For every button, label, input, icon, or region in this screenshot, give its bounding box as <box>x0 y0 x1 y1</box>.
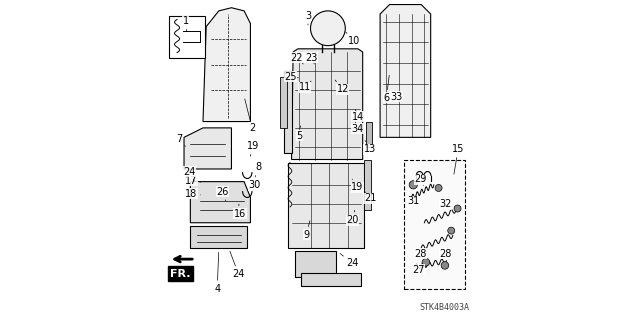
Circle shape <box>422 258 429 266</box>
Text: 12: 12 <box>335 80 349 94</box>
Text: 2: 2 <box>244 99 255 133</box>
Text: 4: 4 <box>214 252 220 293</box>
Polygon shape <box>301 273 361 286</box>
Text: 30: 30 <box>248 181 260 190</box>
Text: 33: 33 <box>390 92 403 102</box>
Text: 23: 23 <box>305 53 317 64</box>
Text: 22: 22 <box>291 53 303 64</box>
Text: 1: 1 <box>182 16 189 32</box>
Text: 15: 15 <box>452 145 465 174</box>
Text: 31: 31 <box>408 196 420 206</box>
Text: 28: 28 <box>414 249 426 259</box>
Text: 9: 9 <box>303 221 310 240</box>
Circle shape <box>435 184 442 191</box>
Text: 32: 32 <box>439 199 452 209</box>
Polygon shape <box>280 77 287 128</box>
Polygon shape <box>184 128 232 169</box>
Polygon shape <box>380 4 431 137</box>
Bar <box>169 16 205 58</box>
Text: 8: 8 <box>255 162 261 177</box>
Text: 19: 19 <box>351 179 364 192</box>
Polygon shape <box>294 251 336 277</box>
Text: 24: 24 <box>230 251 244 279</box>
Text: 19: 19 <box>246 141 259 156</box>
Text: 24: 24 <box>183 167 196 181</box>
Polygon shape <box>366 122 372 147</box>
Text: 6: 6 <box>383 75 390 103</box>
Circle shape <box>409 181 417 189</box>
Text: 20: 20 <box>346 210 358 225</box>
Circle shape <box>454 205 461 212</box>
Text: 25: 25 <box>284 72 298 82</box>
Circle shape <box>441 262 449 269</box>
Text: 16: 16 <box>234 204 246 219</box>
Text: 17: 17 <box>185 176 200 186</box>
Text: STK4B4003A: STK4B4003A <box>419 303 469 312</box>
Circle shape <box>310 11 346 46</box>
Text: 10: 10 <box>346 32 360 46</box>
Text: 18: 18 <box>185 189 200 199</box>
Polygon shape <box>364 160 371 210</box>
Polygon shape <box>289 163 364 248</box>
Text: 29: 29 <box>414 174 426 185</box>
Polygon shape <box>190 226 247 248</box>
Circle shape <box>448 227 454 234</box>
Text: 28: 28 <box>439 249 452 259</box>
Polygon shape <box>203 8 250 122</box>
Text: 21: 21 <box>364 192 376 203</box>
Polygon shape <box>190 182 250 223</box>
FancyBboxPatch shape <box>404 160 465 289</box>
Text: 3: 3 <box>305 11 311 25</box>
Text: 26: 26 <box>216 187 228 201</box>
Polygon shape <box>292 49 363 160</box>
Text: 11: 11 <box>299 81 311 93</box>
Text: 27: 27 <box>412 264 425 275</box>
Text: 14: 14 <box>352 109 364 122</box>
Text: 34: 34 <box>351 122 364 134</box>
Text: 13: 13 <box>364 140 376 154</box>
Polygon shape <box>284 71 292 153</box>
Text: 7: 7 <box>176 134 186 146</box>
Text: FR.: FR. <box>170 269 191 278</box>
Text: 5: 5 <box>296 126 303 141</box>
Text: 24: 24 <box>340 254 358 268</box>
